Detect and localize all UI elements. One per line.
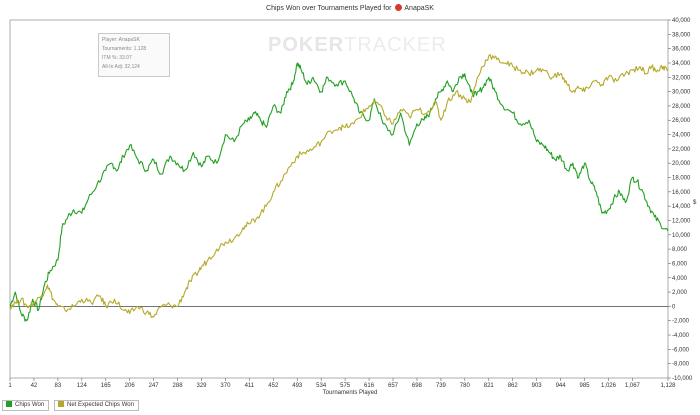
watermark-light: TRACKER [344, 34, 447, 56]
y-tick-label: 20,000 [672, 161, 691, 167]
y-tick-label: 16,000 [672, 190, 691, 196]
x-tick-label: 206 [125, 383, 136, 389]
x-tick-label: 739 [436, 383, 447, 389]
x-tick-label: 985 [580, 383, 591, 389]
y-tick-label: -6,000 [672, 347, 690, 353]
x-tick-label: 1,128 [660, 383, 676, 389]
x-axis-label: Tournaments Played [322, 390, 378, 396]
y-tick-label: -4,000 [672, 333, 690, 339]
chart-title-player: AnapaSK [404, 5, 434, 12]
info-tournaments: Tournaments: 1,128 [102, 46, 147, 52]
x-tick-label: 493 [292, 383, 303, 389]
watermark-bold: POKER [268, 34, 345, 56]
y-tick-label: 10,000 [672, 233, 691, 239]
x-tick-label: 411 [245, 383, 255, 389]
x-tick-label: 370 [220, 383, 231, 389]
legend-label-net-expected: Net Expected Chips Won [67, 402, 134, 408]
legend-label-chips-won: Chips Won [15, 402, 45, 408]
info-player: Player: AnapaSK [102, 37, 140, 43]
y-axis-label: $ [693, 200, 697, 206]
y-tick-label: 38,000 [672, 32, 691, 38]
y-tick-label: 22,000 [672, 147, 691, 153]
y-tick-label: 30,000 [672, 90, 691, 96]
player-flag-icon [395, 4, 403, 11]
legend-swatch-net-expected [58, 401, 64, 407]
y-tick-label: 24,000 [672, 133, 691, 139]
legend-chips-won[interactable]: Chips Won [2, 400, 50, 411]
x-tick-label: 247 [149, 383, 160, 389]
plot-area [9, 19, 669, 379]
x-tick-label: 616 [364, 383, 375, 389]
y-tick-label: 34,000 [672, 61, 691, 67]
y-tick-label: -10,000 [672, 376, 693, 382]
y-tick-label: 26,000 [672, 118, 691, 124]
chart-title: Chips Won over Tournaments Played for An… [0, 4, 700, 12]
pokertracker-watermark: POKERTRACKER [268, 34, 447, 57]
y-tick-label: -2,000 [672, 319, 690, 325]
info-itm: ITM %: 33.07 [102, 55, 132, 61]
x-tick-label: 534 [316, 383, 327, 389]
series-line-net-expected-chips-won [9, 53, 669, 318]
y-tick-label: -8,000 [672, 362, 690, 368]
x-tick-label: 165 [101, 383, 112, 389]
chart-title-prefix: Chips Won over Tournaments Played for [266, 5, 392, 12]
series-line-chips-won [9, 62, 669, 322]
y-tick-label: 36,000 [672, 47, 691, 53]
x-tick-label: 698 [412, 383, 423, 389]
x-tick-label: 821 [484, 383, 495, 389]
y-tick-label: 4,000 [672, 276, 688, 282]
y-tick-label: 12,000 [672, 218, 691, 224]
info-allin: All-In Adj: 32,124 [102, 64, 140, 70]
x-tick-label: 329 [196, 383, 207, 389]
y-tick-label: 40,000 [672, 18, 691, 24]
y-tick-label: 2,000 [672, 290, 688, 296]
x-tick-label: 1 [8, 383, 12, 389]
y-tick-label: 8,000 [672, 247, 688, 253]
x-tick-label: 124 [77, 383, 88, 389]
x-tick-label: 575 [340, 383, 351, 389]
x-tick-label: 780 [460, 383, 471, 389]
y-tick-label: 18,000 [672, 176, 691, 182]
x-tick-label: 452 [268, 383, 279, 389]
x-tick-label: 288 [173, 383, 184, 389]
x-tick-label: 83 [55, 383, 62, 389]
y-tick-label: 28,000 [672, 104, 691, 110]
x-tick-label: 42 [31, 383, 38, 389]
x-tick-label: 657 [388, 383, 399, 389]
y-tick-label: 6,000 [672, 261, 688, 267]
x-tick-label: 1,067 [625, 383, 641, 389]
x-tick-label: 944 [556, 383, 567, 389]
x-tick-label: 903 [532, 383, 543, 389]
y-tick-label: 32,000 [672, 75, 691, 81]
x-tick-label: 1,026 [601, 383, 617, 389]
y-tick-label: 0 [672, 304, 676, 310]
y-tick-label: 14,000 [672, 204, 691, 210]
stats-info-box: Player: AnapaSK Tournaments: 1,128 ITM %… [98, 33, 170, 77]
legend-swatch-chips-won [6, 401, 12, 407]
legend-net-expected[interactable]: Net Expected Chips Won [54, 400, 139, 411]
x-tick-label: 862 [508, 383, 519, 389]
